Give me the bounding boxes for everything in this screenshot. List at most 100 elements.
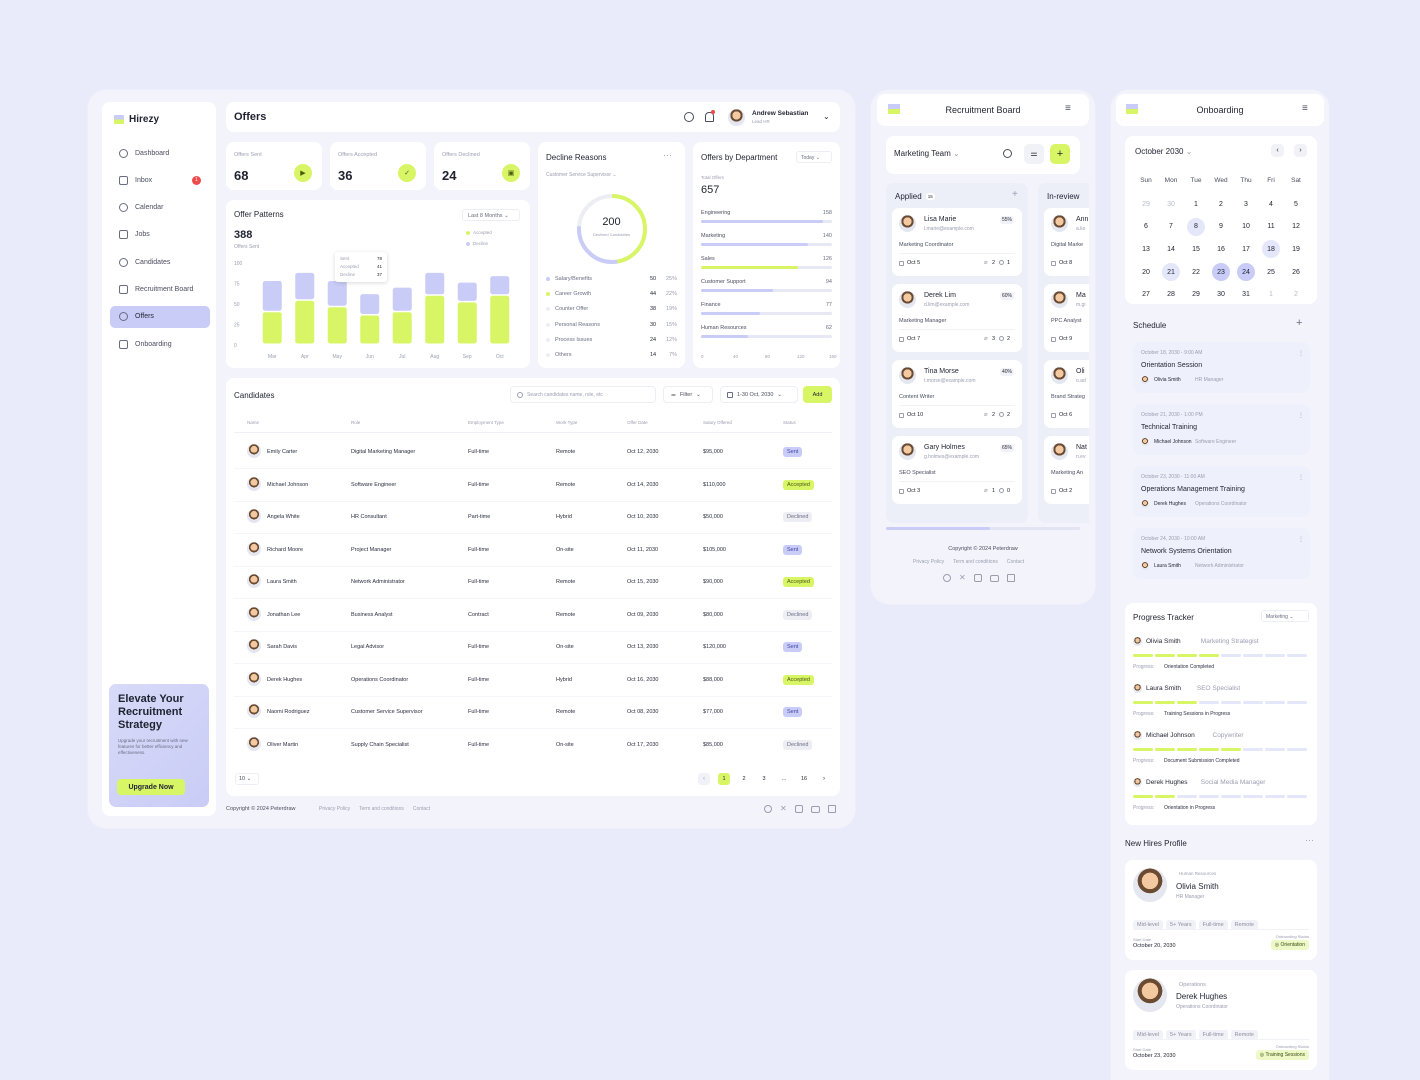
date-range-button[interactable]: 1-30 Oct, 2030 ⌄	[720, 386, 798, 403]
candidate-card[interactable]: Ann a.ko Digital Marke Oct 8	[1044, 208, 1089, 276]
calendar-day[interactable]: 13	[1142, 245, 1150, 253]
add-candidate-icon[interactable]: +	[1012, 189, 1018, 200]
chat-icon[interactable]	[684, 112, 694, 122]
bar-accepted-may[interactable]	[327, 307, 347, 344]
calendar-day[interactable]: 1	[1269, 291, 1273, 299]
sidebar-item-calendar[interactable]: Calendar	[110, 197, 210, 219]
sidebar-item-inbox[interactable]: Inbox 1	[110, 169, 210, 191]
chevron-down-icon[interactable]: ⌄	[823, 112, 830, 121]
schedule-item[interactable]: October 24, 2030 - 10:00 AM Network Syste…	[1133, 528, 1310, 579]
page-size-select[interactable]: 10 ⌄	[235, 773, 259, 785]
linkedin-icon[interactable]	[1006, 574, 1015, 582]
bar-accepted-oct[interactable]	[490, 295, 510, 344]
page-button[interactable]: ...	[781, 776, 787, 782]
column-header[interactable]: Employment Type	[468, 420, 504, 425]
calendar-day[interactable]: 2	[1294, 291, 1298, 299]
calendar-day[interactable]: 21	[1162, 263, 1180, 282]
page-button[interactable]: 3	[762, 776, 766, 782]
search-icon[interactable]	[1003, 149, 1012, 158]
bar-decline-sep[interactable]	[457, 282, 477, 301]
bar-decline-may[interactable]	[327, 281, 347, 306]
bar-accepted-sep[interactable]	[457, 302, 477, 344]
board-link-contact[interactable]: Contact	[1006, 559, 1025, 565]
table-row[interactable]: Angela White HR Consultant Part-time Hybrid…	[226, 505, 840, 527]
calendar-day[interactable]: 28	[1167, 291, 1175, 299]
calendar-day[interactable]: 26	[1292, 268, 1300, 276]
range-dropdown[interactable]: Last 8 Months ⌄	[462, 209, 520, 221]
next-page-button[interactable]: ›	[823, 776, 825, 782]
table-row[interactable]: Naomi Rodriguez Customer Service Supervis…	[226, 700, 840, 722]
sidebar-item-dashboard[interactable]: Dashboard	[110, 142, 210, 164]
footer-link-terms[interactable]: Term and conditions	[359, 806, 404, 812]
facebook-icon[interactable]	[764, 805, 772, 813]
footer-link-privacy[interactable]: Privacy Policy	[319, 806, 351, 812]
instagram-icon[interactable]	[794, 805, 803, 813]
schedule-item[interactable]: October 23, 2030 - 11:00 AM Operations Ma…	[1133, 466, 1310, 517]
sidebar-item-onboarding[interactable]: Onboarding	[110, 333, 210, 355]
table-row[interactable]: Emily Carter Digital Marketing Manager Ful…	[226, 440, 840, 462]
decline-icon[interactable]: ▣	[502, 164, 520, 182]
calendar-day[interactable]: 27	[1142, 291, 1150, 299]
candidate-card[interactable]: Ma m.gi PPC Analyst Oct 9	[1044, 284, 1089, 352]
sidebar-item-offers[interactable]: Offers	[110, 305, 210, 328]
column-header[interactable]: Offer Date	[627, 420, 648, 425]
board-link-terms[interactable]: Term and conditions	[953, 559, 998, 565]
page-button[interactable]: 16	[800, 776, 808, 782]
bar-decline-oct[interactable]	[490, 276, 510, 295]
calendar-day[interactable]: 17	[1242, 245, 1250, 253]
decline-filter[interactable]: Customer Service Supervisor ⌄	[546, 172, 617, 178]
prev-page-button[interactable]: ‹	[698, 773, 710, 785]
candidate-card[interactable]: Lisa Marie l.marie@example.com 55% Marketin…	[892, 208, 1022, 276]
table-row[interactable]: Sarah Davis Legal Advisor Full-time On-site…	[226, 635, 840, 657]
sidebar-item-candidates[interactable]: Candidates	[110, 251, 210, 273]
calendar-day[interactable]: 22	[1192, 268, 1200, 276]
calendar-day[interactable]: 30	[1217, 291, 1225, 299]
table-row[interactable]: Richard Moore Project Manager Full-time On-…	[226, 538, 840, 560]
check-icon[interactable]: ✓	[398, 164, 416, 182]
bar-decline-mar[interactable]	[262, 281, 282, 311]
calendar-day[interactable]: 10	[1242, 223, 1250, 231]
schedule-item[interactable]: October 21, 2030 - 1:00 PM Technical Trai…	[1133, 404, 1310, 455]
progress-filter[interactable]: Marketing ⌄	[1261, 610, 1309, 622]
filter-button[interactable]: ⚌ Filter ⌄	[663, 386, 713, 403]
calendar-day[interactable]: 2	[1219, 200, 1223, 208]
bar-decline-apr[interactable]	[295, 272, 315, 300]
candidate-card[interactable]: Derek Lim d.lim@example.com 60% Marketing M…	[892, 284, 1022, 352]
bar-accepted-apr[interactable]	[295, 300, 315, 344]
menu-icon[interactable]: ≡	[1065, 103, 1071, 114]
team-select[interactable]: Marketing Team ⌄	[894, 149, 960, 158]
next-month-button[interactable]: ›	[1294, 144, 1307, 157]
bar-decline-jul[interactable]	[392, 287, 412, 311]
calendar-day[interactable]: 20	[1142, 268, 1150, 276]
add-button[interactable]: Add	[803, 386, 832, 403]
table-row[interactable]: Laura Smith Network Administrator Full-tim…	[226, 570, 840, 592]
facebook-icon[interactable]	[943, 574, 951, 582]
calendar-day[interactable]: 23	[1212, 263, 1230, 282]
column-header[interactable]: Role	[351, 420, 361, 425]
schedule-item[interactable]: October 18, 2030 - 9:00 AM Orientation Se…	[1133, 342, 1310, 393]
search-input[interactable]: Search candidates name, role, etc	[510, 386, 656, 403]
board-link-privacy[interactable]: Privacy Policy	[913, 559, 945, 565]
table-row[interactable]: Michael Johnson Software Engineer Full-tim…	[226, 473, 840, 495]
column-header[interactable]: Name	[247, 420, 260, 425]
calendar-day[interactable]: 31	[1242, 291, 1250, 299]
user-avatar[interactable]	[728, 109, 745, 126]
bar-decline-aug[interactable]	[425, 272, 445, 295]
bell-icon[interactable]	[705, 112, 714, 122]
calendar-day[interactable]: 8	[1187, 217, 1205, 236]
calendar-day[interactable]: 5	[1294, 200, 1298, 208]
column-header[interactable]: Status	[783, 420, 796, 425]
more-vertical-icon[interactable]: ⋮	[1298, 537, 1304, 543]
calendar-day[interactable]: 1	[1194, 200, 1198, 208]
calendar-day[interactable]: 11	[1267, 223, 1275, 231]
x-icon[interactable]: ✕	[959, 573, 966, 582]
table-row[interactable]: Oliver Martin Supply Chain Specialist Full…	[226, 733, 840, 755]
column-header[interactable]: Work Type	[556, 420, 578, 425]
table-row[interactable]: Jonathan Lee Business Analyst Contract Remo…	[226, 603, 840, 625]
bar-accepted-jun[interactable]	[360, 315, 380, 344]
new-hire-card[interactable]: Human Resources Olivia Smith HR Manager Mid…	[1125, 860, 1317, 960]
add-button[interactable]: +	[1050, 144, 1070, 164]
sidebar-item-jobs[interactable]: Jobs	[110, 224, 210, 246]
bar-decline-jun[interactable]	[360, 294, 380, 314]
x-icon[interactable]: ✕	[780, 804, 787, 813]
